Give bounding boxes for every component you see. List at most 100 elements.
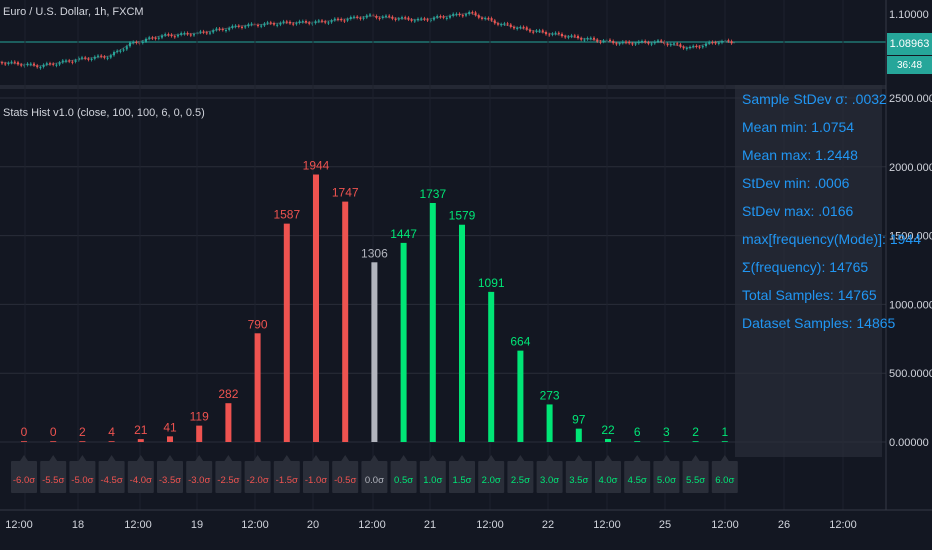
candle-body <box>439 15 442 18</box>
candle-body <box>602 40 605 42</box>
candle-body <box>151 37 154 39</box>
candle-body <box>285 21 288 23</box>
time-axis-label: 25 <box>659 519 671 531</box>
candle-body <box>74 60 77 62</box>
histogram-bars <box>21 174 728 442</box>
candle-body <box>567 36 570 38</box>
candle-body <box>247 24 250 27</box>
candle-body <box>330 20 333 23</box>
candle-body <box>13 61 16 63</box>
sigma-label: -5.5σ <box>42 475 64 486</box>
candle-body <box>324 21 327 23</box>
candle-body <box>161 35 163 38</box>
bar-value-label: 2 <box>79 425 86 439</box>
time-axis-label: 12:00 <box>829 519 857 531</box>
histogram-bar <box>21 441 27 442</box>
sigma-label: 1.5σ <box>452 475 471 486</box>
bar-value-label: 1091 <box>478 276 505 290</box>
sigma-tag-pointer <box>428 455 437 461</box>
candle-body <box>513 26 515 29</box>
candle-body <box>570 35 573 37</box>
indicator-title[interactable]: Stats Hist v1.0 (close, 100, 100, 6, 0, … <box>3 107 205 119</box>
y-tick-label: 2500.00000 <box>889 93 932 105</box>
candle-body <box>564 36 567 38</box>
sigma-label: 0.5σ <box>394 475 413 486</box>
sigma-tag-pointer <box>487 455 496 461</box>
bar-value-label: 41 <box>163 420 177 434</box>
candle-body <box>615 43 618 45</box>
candle-body <box>660 40 663 42</box>
sigma-tag-pointer <box>545 455 554 461</box>
candle-body <box>244 26 247 28</box>
candle-body <box>263 23 266 26</box>
candle-body <box>356 16 359 18</box>
candle-body <box>413 20 416 22</box>
time-axis-label: 18 <box>72 519 84 531</box>
symbol-title[interactable]: Euro / U.S. Dollar, 1h, FXCM <box>3 6 144 18</box>
candle-body <box>721 41 723 43</box>
bar-value-label: 1747 <box>332 186 359 200</box>
current-price-badge: 1.08963 <box>887 33 932 55</box>
histogram-bar <box>546 404 553 442</box>
candle-body <box>39 67 42 69</box>
sigma-label: -4.0σ <box>130 475 152 486</box>
candle-body <box>42 64 45 68</box>
candle-body <box>449 15 451 18</box>
candle-body <box>77 57 80 61</box>
candle-body <box>205 32 208 34</box>
sigma-tag-box <box>449 461 475 493</box>
sigma-label: 5.0σ <box>657 475 676 486</box>
histogram-bar <box>459 224 465 442</box>
time-axis[interactable]: 12:00 18 12:00 19 12:00 20 12:00 21 12:00 22 12:00… <box>5 519 857 531</box>
candle-body <box>58 62 61 65</box>
candle-body <box>711 41 714 44</box>
sigma-label: 4.5σ <box>628 475 647 486</box>
candle-body <box>637 41 640 44</box>
histogram-bar <box>371 262 378 442</box>
candle-body <box>353 16 355 18</box>
sigma-labels: -6.0σ -5.5σ -5.0σ -4.5σ -4.0σ -3.5σ -3.0σ -2.5σ… <box>11 455 738 493</box>
price-pane[interactable] <box>0 10 886 70</box>
bar-value-label: 0 <box>21 425 28 439</box>
candle-body <box>596 39 599 42</box>
time-axis-label: 20 <box>307 519 319 531</box>
candle-body <box>132 41 135 44</box>
sigma-tag-pointer <box>341 455 350 461</box>
candle-body <box>97 55 99 57</box>
candle-body <box>260 25 263 27</box>
bar-value-label: 282 <box>218 387 238 401</box>
histogram-bar <box>79 441 86 442</box>
sigma-label: -1.5σ <box>276 475 298 486</box>
candle-body <box>522 26 525 29</box>
candle-body <box>669 44 672 46</box>
histogram-bar <box>692 441 699 442</box>
candle-body <box>308 22 311 24</box>
indicator-y-axis[interactable]: 0.00000 500.00000 1000.00000 1500.00000 2000… <box>889 93 932 449</box>
candle-body <box>257 24 259 27</box>
candle-body <box>237 25 240 27</box>
candle-body <box>381 16 384 19</box>
candle-body <box>173 36 176 38</box>
candle-body <box>404 17 407 19</box>
candle-body <box>417 18 419 21</box>
sigma-tag-box <box>40 461 67 493</box>
sigma-tag-box <box>361 461 388 493</box>
candle-body <box>525 27 528 30</box>
candle-body <box>682 46 685 49</box>
candle-body <box>183 32 186 35</box>
candle-body <box>87 58 90 60</box>
y-tick-label: 1500.00000 <box>889 231 932 243</box>
candle-body <box>186 32 189 35</box>
candle-body <box>641 40 643 43</box>
sigma-tag-pointer <box>253 455 262 461</box>
candle-body <box>445 17 448 19</box>
bar-value-label: 119 <box>190 410 209 424</box>
candle-body <box>554 32 557 34</box>
candle-body <box>100 55 103 57</box>
sigma-tag-box <box>478 461 505 493</box>
candle-body <box>193 34 195 36</box>
sigma-label: 2.5σ <box>511 475 530 486</box>
candle-body <box>397 18 400 20</box>
sigma-tag-box <box>595 461 621 493</box>
